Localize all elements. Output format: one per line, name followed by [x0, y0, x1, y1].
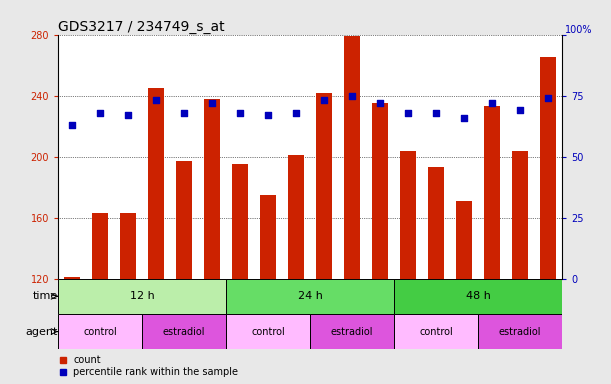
Point — [179, 109, 189, 116]
Bar — [226, 314, 310, 349]
Point — [151, 98, 161, 104]
Bar — [142, 314, 226, 349]
Point — [515, 107, 525, 113]
Point — [263, 112, 273, 118]
Bar — [372, 103, 388, 279]
Text: estradiol: estradiol — [163, 326, 205, 336]
Bar — [428, 167, 444, 279]
Bar — [345, 36, 360, 279]
Point — [235, 109, 245, 116]
Text: time: time — [32, 291, 57, 301]
Bar — [58, 279, 226, 314]
Text: GDS3217 / 234749_s_at: GDS3217 / 234749_s_at — [58, 20, 225, 33]
Text: estradiol: estradiol — [331, 326, 373, 336]
Text: count: count — [73, 355, 101, 365]
Point — [123, 112, 133, 118]
Bar — [288, 155, 304, 279]
Bar — [456, 201, 472, 279]
Text: 24 h: 24 h — [298, 291, 323, 301]
Bar — [232, 164, 248, 279]
Point — [347, 93, 357, 99]
Bar — [177, 161, 192, 279]
Bar — [260, 195, 276, 279]
Text: 12 h: 12 h — [130, 291, 155, 301]
Point — [67, 122, 77, 128]
Text: control: control — [251, 326, 285, 336]
Bar — [394, 314, 478, 349]
Bar — [204, 99, 220, 279]
Text: control: control — [419, 326, 453, 336]
Point — [543, 95, 553, 101]
Point — [487, 100, 497, 106]
Bar — [400, 151, 416, 279]
Bar — [58, 314, 142, 349]
Bar — [226, 279, 394, 314]
Text: percentile rank within the sample: percentile rank within the sample — [73, 367, 238, 377]
Text: 48 h: 48 h — [466, 291, 491, 301]
Point — [459, 114, 469, 121]
Text: estradiol: estradiol — [499, 326, 541, 336]
Text: 100%: 100% — [565, 25, 593, 35]
Bar — [394, 279, 562, 314]
Text: control: control — [83, 326, 117, 336]
Bar — [478, 314, 562, 349]
Point — [375, 100, 385, 106]
Bar — [120, 213, 136, 279]
Text: agent: agent — [25, 326, 57, 336]
Bar — [513, 151, 528, 279]
Bar — [92, 213, 108, 279]
Point — [403, 109, 413, 116]
Point — [291, 109, 301, 116]
Point — [207, 100, 217, 106]
Bar — [540, 58, 556, 279]
Point — [319, 98, 329, 104]
Bar — [316, 93, 332, 279]
Bar — [485, 106, 500, 279]
Point — [431, 109, 441, 116]
Bar — [310, 314, 394, 349]
Bar — [64, 277, 80, 279]
Bar — [148, 88, 164, 279]
Point — [95, 109, 105, 116]
